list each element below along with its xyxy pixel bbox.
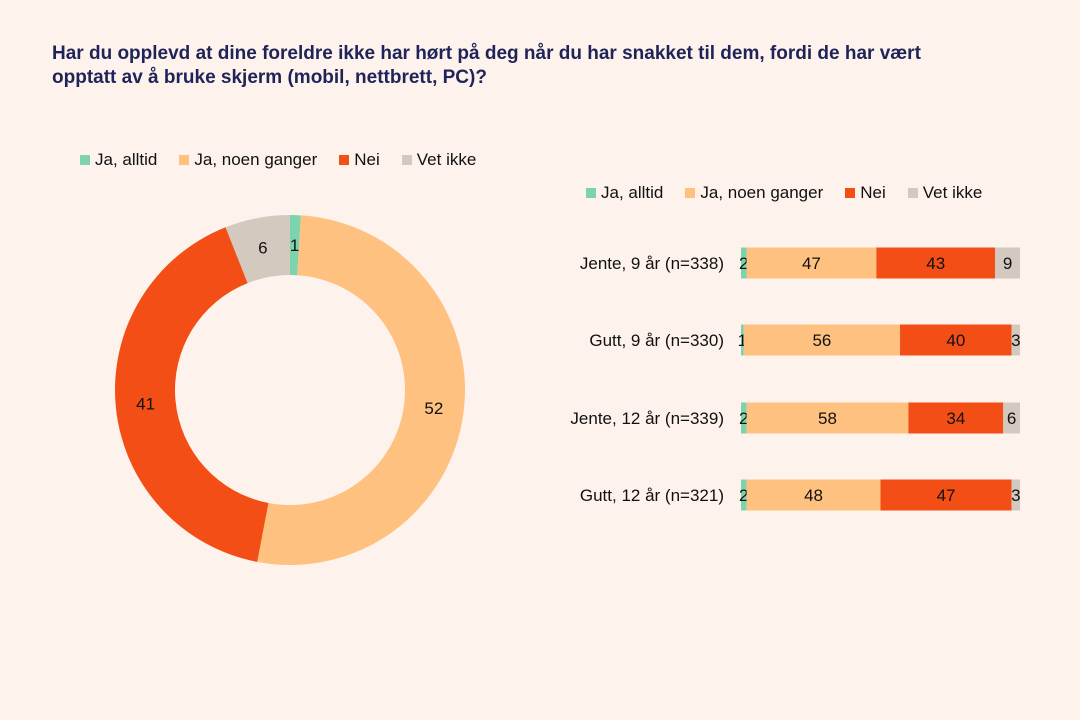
bar-data-label: 2 xyxy=(739,409,748,428)
legend-label: Ja, alltid xyxy=(95,150,158,169)
legend-swatch xyxy=(339,155,350,165)
legend-label: Vet ikke xyxy=(922,183,983,202)
bar-legend: Ja, alltid Ja, noen ganger Nei Vet ikke xyxy=(586,183,982,203)
bar-segment xyxy=(876,247,996,279)
legend-item: Ja, noen ganger xyxy=(179,150,317,170)
legend-label: Nei xyxy=(860,183,886,202)
legend-label: Ja, noen ganger xyxy=(700,183,824,202)
bar-segment xyxy=(743,324,901,356)
bar-category-label: Gutt, 12 år (n=321) xyxy=(580,486,724,505)
bar-segment xyxy=(741,402,747,434)
legend-swatch xyxy=(586,188,596,198)
legend-item: Vet ikke xyxy=(401,150,477,170)
legend-item: Ja, alltid xyxy=(586,183,663,203)
bar-data-label: 34 xyxy=(946,409,965,428)
bar-data-label: 43 xyxy=(926,254,945,273)
donut-data-label: 6 xyxy=(258,239,267,258)
bar-segment xyxy=(1011,324,1020,356)
bar-data-label: 56 xyxy=(812,331,831,350)
bar-segment xyxy=(741,324,744,356)
legend-swatch xyxy=(401,155,412,165)
bar-data-label: 9 xyxy=(1003,254,1012,273)
bar-category-label: Jente, 12 år (n=339) xyxy=(570,409,724,428)
bar-segment xyxy=(908,402,1004,434)
bar-segment xyxy=(746,247,877,279)
bar-data-label: 58 xyxy=(818,409,837,428)
legend-swatch xyxy=(179,155,190,165)
bar-category-label: Jente, 9 år (n=338) xyxy=(580,254,724,273)
donut-data-label: 41 xyxy=(136,395,155,414)
legend-swatch xyxy=(685,188,696,198)
bar-segment xyxy=(1003,402,1020,434)
bar-data-label: 3 xyxy=(1011,331,1020,350)
legend-item: Ja, noen ganger xyxy=(685,183,823,203)
donut-slice xyxy=(225,215,290,284)
legend-item: Nei xyxy=(339,150,380,170)
bar-segment xyxy=(995,247,1020,279)
bar-data-label: 3 xyxy=(1011,486,1020,505)
legend-label: Ja, noen ganger xyxy=(194,150,318,169)
legend-label: Ja, alltid xyxy=(601,183,664,202)
donut-slice xyxy=(115,227,269,562)
legend-item: Vet ikke xyxy=(907,183,983,203)
bar-data-label: 1 xyxy=(738,331,747,350)
bar-segment xyxy=(880,479,1012,511)
bar-segment xyxy=(741,247,747,279)
donut-data-label: 1 xyxy=(290,236,299,255)
donut-slice xyxy=(257,215,466,565)
legend-label: Nei xyxy=(354,150,380,169)
bar-segment xyxy=(1011,479,1020,511)
bar-data-label: 47 xyxy=(802,254,821,273)
bar-data-label: 40 xyxy=(946,331,965,350)
chart-title: Har du opplevd at dine foreldre ikke har… xyxy=(52,43,921,88)
bar-segment xyxy=(741,479,747,511)
donut-data-label: 52 xyxy=(424,399,443,418)
bar-data-label: 47 xyxy=(937,486,956,505)
bar-segment xyxy=(746,479,881,511)
bar-data-label: 6 xyxy=(1007,409,1016,428)
legend-item: Ja, alltid xyxy=(80,150,157,170)
bar-segment xyxy=(746,402,909,434)
donut-legend: Ja, alltid Ja, noen ganger Nei Vet ikke xyxy=(80,150,476,170)
bar-segment xyxy=(900,324,1012,356)
donut-slice xyxy=(290,215,301,276)
bar-data-label: 48 xyxy=(804,486,823,505)
legend-item: Nei xyxy=(845,183,886,203)
legend-swatch xyxy=(80,155,90,165)
legend-swatch xyxy=(845,188,856,198)
bar-data-label: 2 xyxy=(739,486,748,505)
bar-data-label: 2 xyxy=(739,254,748,273)
bar-category-label: Gutt, 9 år (n=330) xyxy=(589,331,724,350)
legend-label: Vet ikke xyxy=(416,150,477,169)
legend-swatch xyxy=(907,188,918,198)
